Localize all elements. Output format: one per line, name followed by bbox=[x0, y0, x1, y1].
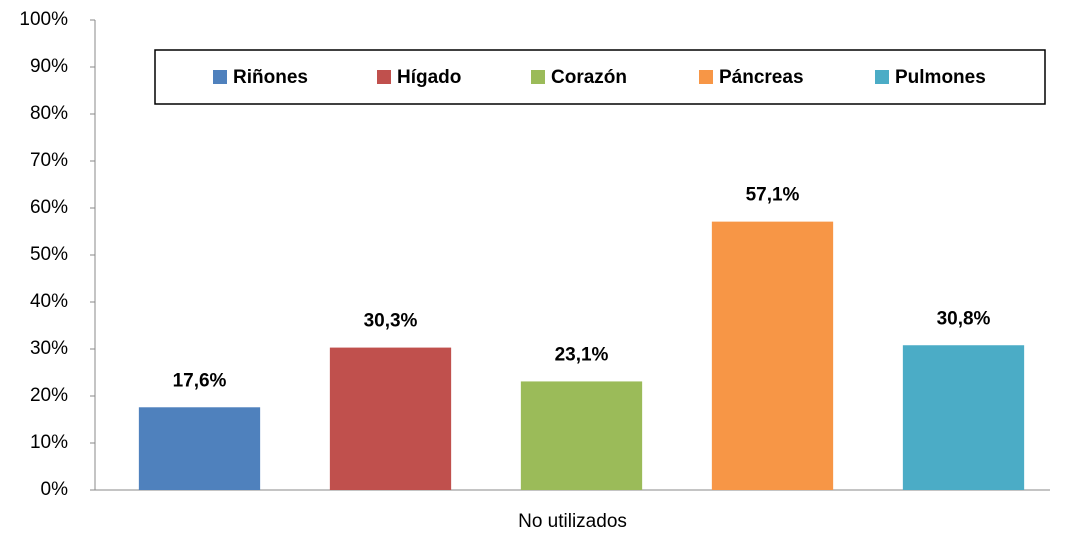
bar bbox=[329, 347, 452, 490]
bar bbox=[711, 221, 834, 490]
legend-swatch bbox=[531, 70, 545, 84]
bar bbox=[520, 381, 643, 490]
x-tick-label: No utilizados bbox=[518, 511, 627, 532]
y-tick-label: 90% bbox=[30, 56, 68, 77]
legend-label: Pulmones bbox=[895, 67, 986, 88]
y-tick-label: 0% bbox=[41, 479, 69, 500]
legend-swatch bbox=[875, 70, 889, 84]
legend-label: Riñones bbox=[233, 67, 308, 88]
y-tick-label: 10% bbox=[30, 432, 68, 453]
bar bbox=[138, 407, 261, 490]
data-label: 30,8% bbox=[937, 308, 991, 329]
data-label: 17,6% bbox=[173, 370, 227, 391]
data-label: 57,1% bbox=[746, 185, 800, 206]
legend-label: Hígado bbox=[397, 67, 461, 88]
legend-box bbox=[154, 49, 1046, 105]
y-tick-label: 30% bbox=[30, 338, 68, 359]
bar bbox=[902, 345, 1025, 490]
legend-swatch bbox=[213, 70, 227, 84]
y-tick-label: 80% bbox=[30, 103, 68, 124]
y-tick-label: 60% bbox=[30, 197, 68, 218]
legend-label: Páncreas bbox=[719, 67, 804, 88]
y-tick-label: 100% bbox=[19, 9, 68, 30]
legend-swatch bbox=[699, 70, 713, 84]
data-label: 30,3% bbox=[364, 311, 418, 332]
y-tick-label: 50% bbox=[30, 244, 68, 265]
y-tick-label: 40% bbox=[30, 291, 68, 312]
data-label: 23,1% bbox=[555, 344, 609, 365]
y-tick-label: 70% bbox=[30, 150, 68, 171]
legend-label: Corazón bbox=[551, 67, 627, 88]
y-tick-label: 20% bbox=[30, 385, 68, 406]
legend-swatch bbox=[377, 70, 391, 84]
